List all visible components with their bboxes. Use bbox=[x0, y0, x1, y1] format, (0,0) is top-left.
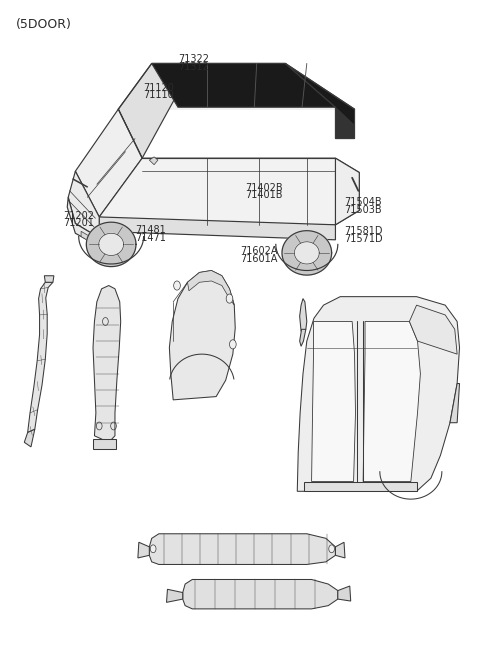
Polygon shape bbox=[282, 231, 332, 275]
Polygon shape bbox=[99, 158, 360, 225]
Polygon shape bbox=[336, 543, 345, 558]
Polygon shape bbox=[336, 107, 355, 138]
Polygon shape bbox=[336, 158, 360, 225]
Text: 71601A: 71601A bbox=[240, 255, 277, 264]
Text: 71312: 71312 bbox=[178, 62, 209, 72]
Polygon shape bbox=[169, 270, 235, 400]
Polygon shape bbox=[99, 217, 336, 240]
Text: 71401B: 71401B bbox=[245, 190, 282, 200]
Circle shape bbox=[174, 281, 180, 290]
Polygon shape bbox=[300, 329, 306, 346]
Polygon shape bbox=[294, 242, 319, 264]
Text: 71581D: 71581D bbox=[344, 226, 383, 236]
Polygon shape bbox=[93, 285, 120, 442]
Polygon shape bbox=[67, 197, 99, 247]
Polygon shape bbox=[312, 321, 356, 482]
Polygon shape bbox=[338, 586, 351, 601]
Text: 71571D: 71571D bbox=[344, 234, 383, 244]
Polygon shape bbox=[99, 234, 123, 255]
Polygon shape bbox=[363, 321, 420, 482]
Polygon shape bbox=[300, 298, 307, 331]
Text: 71602A: 71602A bbox=[240, 246, 277, 256]
Text: 71504B: 71504B bbox=[344, 197, 382, 207]
Polygon shape bbox=[183, 579, 338, 609]
Polygon shape bbox=[304, 482, 417, 491]
Text: 71471: 71471 bbox=[135, 233, 166, 243]
Polygon shape bbox=[188, 270, 234, 305]
Polygon shape bbox=[450, 384, 459, 422]
Polygon shape bbox=[285, 64, 355, 138]
Polygon shape bbox=[24, 429, 35, 447]
Polygon shape bbox=[68, 171, 99, 238]
Polygon shape bbox=[28, 282, 53, 432]
Polygon shape bbox=[149, 157, 158, 165]
Polygon shape bbox=[86, 222, 136, 266]
Circle shape bbox=[150, 545, 156, 553]
Polygon shape bbox=[75, 109, 142, 217]
Polygon shape bbox=[152, 64, 336, 107]
Polygon shape bbox=[94, 439, 116, 449]
Text: 71481: 71481 bbox=[135, 225, 166, 235]
Text: 71201: 71201 bbox=[63, 218, 94, 228]
Polygon shape bbox=[118, 64, 355, 109]
Polygon shape bbox=[138, 543, 149, 558]
Circle shape bbox=[229, 340, 236, 349]
Polygon shape bbox=[44, 276, 54, 282]
Polygon shape bbox=[149, 534, 336, 564]
Circle shape bbox=[329, 545, 335, 553]
Text: 71322: 71322 bbox=[178, 54, 209, 64]
Circle shape bbox=[226, 294, 233, 303]
Text: (5DOOR): (5DOOR) bbox=[16, 18, 72, 31]
Text: 71202: 71202 bbox=[63, 211, 95, 220]
Text: 71503B: 71503B bbox=[344, 205, 382, 215]
Polygon shape bbox=[167, 589, 183, 602]
Text: 71120: 71120 bbox=[144, 83, 174, 92]
Text: 71402B: 71402B bbox=[245, 182, 282, 193]
Polygon shape bbox=[81, 232, 95, 245]
Text: 71110: 71110 bbox=[144, 91, 174, 100]
Polygon shape bbox=[118, 64, 178, 158]
Polygon shape bbox=[297, 297, 459, 491]
Polygon shape bbox=[409, 305, 457, 354]
